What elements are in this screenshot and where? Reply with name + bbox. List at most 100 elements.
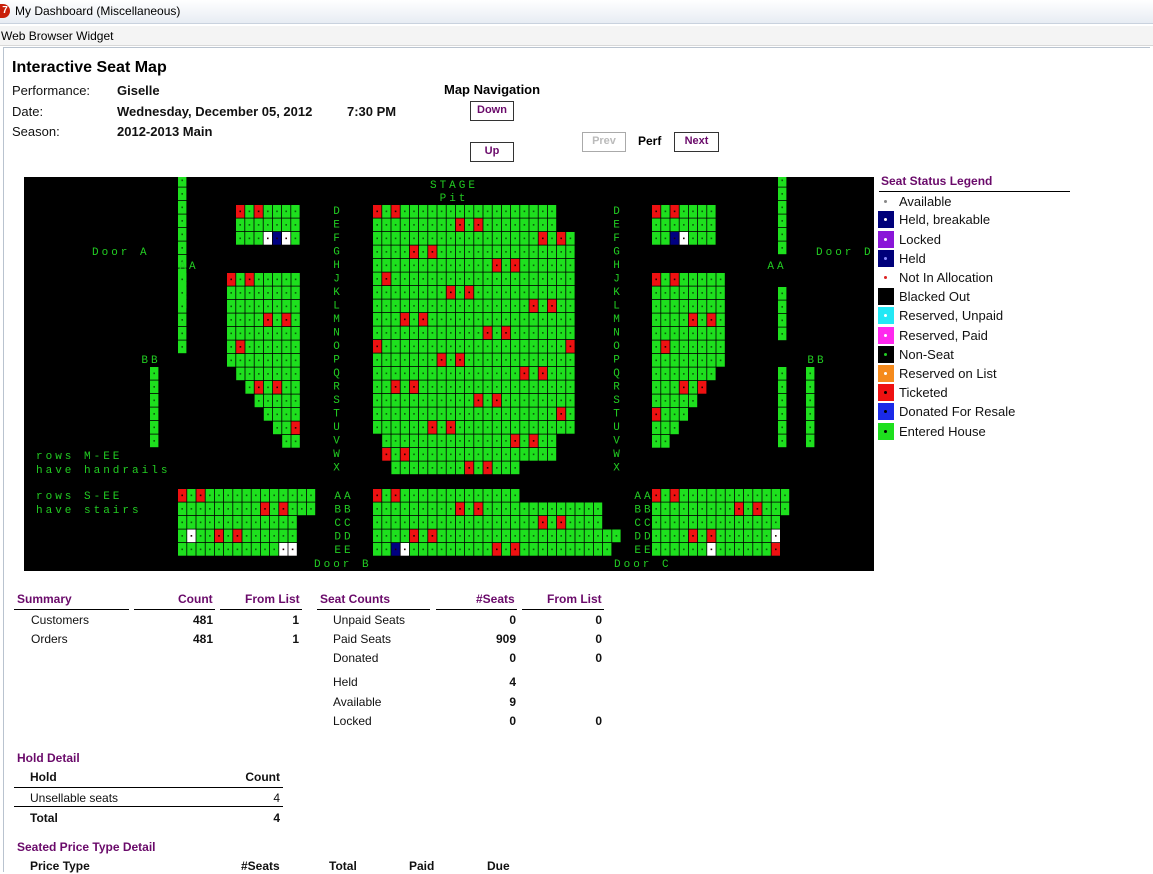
seat[interactable] <box>492 326 501 340</box>
seat[interactable] <box>557 313 566 326</box>
seat[interactable] <box>282 435 291 448</box>
seat[interactable] <box>455 529 465 543</box>
seat[interactable] <box>455 340 465 353</box>
seat[interactable] <box>291 273 300 286</box>
seat[interactable] <box>465 353 474 367</box>
seat[interactable] <box>236 354 245 367</box>
seat[interactable] <box>780 489 790 502</box>
seat[interactable] <box>557 272 566 286</box>
seat[interactable] <box>483 232 492 245</box>
seat[interactable] <box>538 232 547 245</box>
seat[interactable] <box>437 502 446 516</box>
seat[interactable] <box>373 489 382 502</box>
seat[interactable] <box>455 326 465 340</box>
seat[interactable] <box>474 448 483 461</box>
seat[interactable] <box>263 340 273 354</box>
seat[interactable] <box>263 232 272 245</box>
seat[interactable] <box>688 529 698 543</box>
seat[interactable] <box>707 218 716 232</box>
seat[interactable] <box>652 300 661 313</box>
seat[interactable] <box>428 205 437 218</box>
seat[interactable] <box>547 232 557 245</box>
seat[interactable] <box>400 489 409 502</box>
seat[interactable] <box>483 313 492 326</box>
seat[interactable] <box>529 259 538 272</box>
seat[interactable] <box>455 380 465 394</box>
side-seat[interactable] <box>778 201 787 214</box>
seat[interactable] <box>670 327 679 340</box>
seat[interactable] <box>716 354 725 367</box>
seat[interactable] <box>483 461 492 475</box>
side-seat[interactable] <box>150 380 159 394</box>
seat[interactable] <box>483 245 492 259</box>
seat[interactable] <box>716 273 725 286</box>
seat[interactable] <box>455 502 465 516</box>
seat[interactable] <box>400 218 409 232</box>
seat[interactable] <box>716 516 725 529</box>
seat[interactable] <box>538 326 547 340</box>
seat[interactable] <box>538 272 547 286</box>
seat[interactable] <box>196 489 205 502</box>
seat[interactable] <box>688 232 698 245</box>
seat[interactable] <box>465 272 474 286</box>
seat[interactable] <box>698 218 707 232</box>
seat[interactable] <box>382 489 391 502</box>
seat[interactable] <box>279 489 288 502</box>
seat[interactable] <box>224 516 233 529</box>
seat[interactable] <box>428 516 437 529</box>
seat[interactable] <box>291 408 300 421</box>
seat[interactable] <box>501 407 511 421</box>
seat[interactable] <box>520 218 529 232</box>
side-seat[interactable] <box>806 394 815 407</box>
seat[interactable] <box>224 543 233 556</box>
seat[interactable] <box>409 394 419 407</box>
seat[interactable] <box>373 205 382 218</box>
seat[interactable] <box>661 313 670 327</box>
side-seat[interactable] <box>806 407 815 421</box>
seat[interactable] <box>483 448 492 461</box>
seat[interactable] <box>391 380 400 394</box>
seat[interactable] <box>391 353 400 367</box>
seat[interactable] <box>446 529 455 543</box>
seat[interactable] <box>446 313 455 326</box>
seat[interactable] <box>288 529 297 543</box>
seat[interactable] <box>291 218 300 232</box>
seat[interactable] <box>419 326 428 340</box>
seat[interactable] <box>547 245 557 259</box>
seat[interactable] <box>178 489 187 502</box>
seat[interactable] <box>291 381 300 394</box>
seat[interactable] <box>251 502 260 516</box>
seat[interactable] <box>557 340 566 353</box>
seat[interactable] <box>400 394 409 407</box>
seat[interactable] <box>233 543 242 556</box>
seat[interactable] <box>373 313 382 326</box>
seat[interactable] <box>437 313 446 326</box>
seat[interactable] <box>373 516 382 529</box>
seat[interactable] <box>291 205 300 218</box>
seat[interactable] <box>437 380 446 394</box>
seat[interactable] <box>409 529 419 543</box>
seat[interactable] <box>263 327 273 340</box>
seat[interactable] <box>679 489 688 502</box>
seat[interactable] <box>178 543 187 556</box>
seat[interactable] <box>566 394 575 407</box>
seat[interactable] <box>409 232 419 245</box>
seat[interactable] <box>254 313 263 327</box>
seat[interactable] <box>483 218 492 232</box>
seat[interactable] <box>254 327 263 340</box>
seat[interactable] <box>273 313 282 327</box>
seat[interactable] <box>291 313 300 327</box>
seat[interactable] <box>242 529 251 543</box>
seat[interactable] <box>501 313 511 326</box>
seat[interactable] <box>753 502 762 516</box>
seat[interactable] <box>529 205 538 218</box>
seat[interactable] <box>547 205 557 218</box>
seat[interactable] <box>698 286 707 300</box>
seat[interactable] <box>437 353 446 367</box>
seat[interactable] <box>279 529 288 543</box>
seat[interactable] <box>501 421 511 434</box>
seat[interactable] <box>400 516 409 529</box>
seat[interactable] <box>698 367 707 381</box>
seat[interactable] <box>698 273 707 286</box>
seat[interactable] <box>428 245 437 259</box>
